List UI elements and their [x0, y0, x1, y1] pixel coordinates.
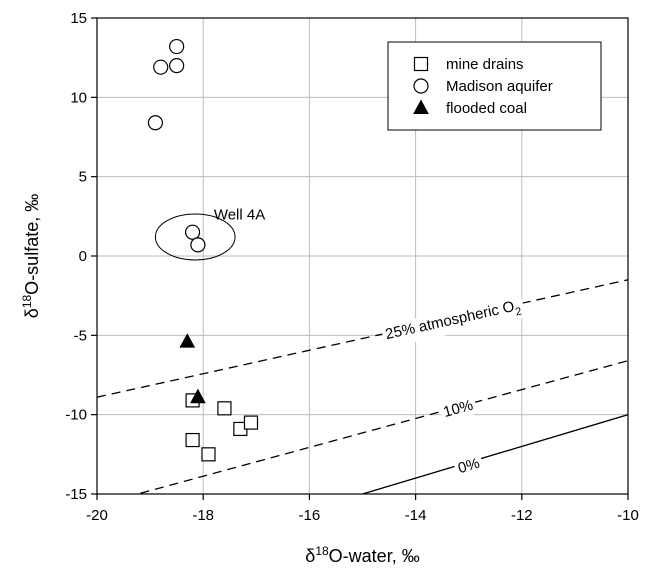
- mine-drains-point: [201, 447, 216, 462]
- svg-text:0%: 0%: [456, 455, 482, 477]
- madison-aquifer-point: [190, 237, 206, 253]
- x-tick-label: -18: [192, 507, 214, 524]
- legend-label-madison-aquifer: Madison aquifer: [446, 78, 553, 95]
- x-tick-label: -12: [511, 507, 533, 524]
- y-tick-label: 10: [70, 89, 87, 106]
- legend-marker-madison-aquifer: [413, 78, 429, 94]
- x-tick-label: -10: [617, 507, 639, 524]
- mine-drains-point: [217, 401, 232, 416]
- y-tick-label: -5: [74, 327, 87, 344]
- reference-line: [97, 279, 628, 398]
- legend: mine drains Madison aquifer flooded coal: [387, 41, 602, 131]
- y-tick-label: -15: [65, 486, 87, 503]
- legend-marker-flooded-coal: [413, 99, 429, 114]
- x-axis-label: δ18O-water, ‰: [305, 544, 419, 566]
- y-axis-label: δ18O-sulfate, ‰: [20, 194, 42, 318]
- madison-aquifer-point: [184, 224, 201, 240]
- y-tick-label: -10: [65, 407, 87, 424]
- annotations: Well 4A: [154, 207, 265, 261]
- reference-line: [135, 360, 628, 494]
- x-tick-label: -14: [405, 507, 427, 524]
- reference-line-label: 25% atmospheric O2: [380, 295, 527, 349]
- reference-line-label: 10%: [438, 394, 479, 423]
- mine-drains-point: [243, 415, 259, 430]
- y-tick-label: 15: [70, 10, 87, 27]
- madison-aquifer-point: [169, 38, 185, 55]
- y-tick-label: 0: [79, 248, 87, 265]
- reference-lines: 25% atmospheric O2 10% 0%: [97, 279, 628, 494]
- flooded-coal-point: [190, 388, 206, 404]
- madison-aquifer-point: [153, 59, 169, 75]
- x-tick-label: -20: [86, 507, 108, 524]
- well-4a-ellipse: [154, 213, 236, 261]
- svg-text:10%: 10%: [441, 397, 474, 421]
- legend-label-flooded-coal: flooded coal: [446, 100, 527, 117]
- annotation-label: Well 4A: [214, 207, 265, 224]
- y-tick-label: 5: [79, 169, 87, 186]
- flooded-coal-point: [179, 333, 196, 348]
- axis-ticks: -20 -18 -16 -14 -12 -10 -15 -10 -5 0 5 10 15: [65, 10, 639, 524]
- legend-label-mine-drains: mine drains: [446, 56, 524, 73]
- reference-line: [362, 414, 628, 494]
- madison-aquifer-point: [147, 115, 164, 131]
- mine-drains-point: [185, 432, 200, 448]
- data-points: [147, 38, 259, 462]
- reference-line-label: 0%: [452, 452, 485, 479]
- x-tick-label: -16: [299, 507, 321, 524]
- legend-marker-mine-drains: [413, 56, 429, 72]
- madison-aquifer-point: [169, 57, 185, 74]
